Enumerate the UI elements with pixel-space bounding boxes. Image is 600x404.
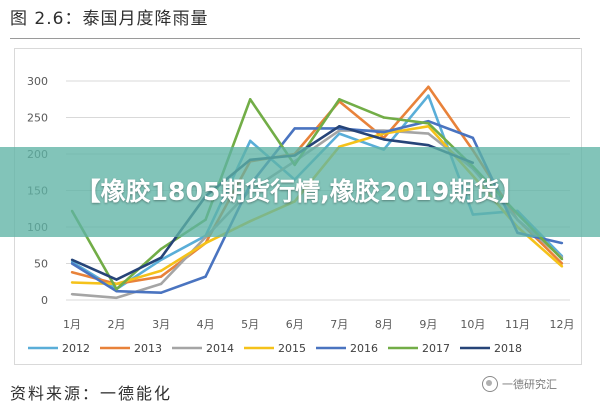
x-axis-ticks: 1月 2月 3月 4月 5月 6月 7月 8月 9月 10月 11月 12月 <box>63 318 575 331</box>
data-point-2018 <box>382 138 386 141</box>
data-point-2016 <box>427 119 430 123</box>
article-banner: 【橡胶1805期货行情,橡胶2019期货】 <box>0 147 600 237</box>
data-point-2015 <box>427 125 430 128</box>
data-point-2012 <box>427 94 430 97</box>
data-point-2017 <box>159 247 163 251</box>
data-point-2016 <box>560 241 564 245</box>
legend-label: 2013 <box>134 342 162 355</box>
data-point-2017 <box>382 116 386 119</box>
x-tick-label: 2月 <box>108 318 126 331</box>
y-tick-label: 0 <box>41 294 48 307</box>
data-point-2016 <box>382 130 386 134</box>
data-point-2017 <box>115 287 118 291</box>
watermark-text: 一德研究汇 <box>502 378 557 391</box>
data-point-2018 <box>70 258 74 262</box>
data-point-2012 <box>248 139 252 143</box>
data-point-2018 <box>427 144 430 147</box>
banner-title: 【橡胶1805期货行情,橡胶2019期货】 <box>75 177 525 206</box>
y-tick-label: 50 <box>34 258 48 271</box>
figure-title: 图 2.6：泰国月度降雨量 <box>10 9 209 29</box>
data-point-2014 <box>427 132 430 135</box>
x-tick-label: 12月 <box>550 318 575 331</box>
data-point-2016 <box>204 275 207 278</box>
data-point-2017 <box>248 98 252 101</box>
x-tick-label: 1月 <box>63 318 81 331</box>
y-tick-label: 300 <box>27 75 48 88</box>
data-point-2017 <box>427 122 430 125</box>
data-point-2014 <box>338 129 341 132</box>
data-point-2015 <box>560 265 564 268</box>
x-tick-label: 10月 <box>460 318 485 331</box>
data-point-2014 <box>70 292 74 296</box>
x-tick-label: 8月 <box>375 318 393 331</box>
data-point-2016 <box>70 262 74 265</box>
legend-label: 2014 <box>206 342 234 355</box>
data-point-2018 <box>338 125 341 128</box>
source-note: 资料来源：一德能化 <box>10 384 173 403</box>
legend-label: 2017 <box>422 342 450 355</box>
x-tick-label: 4月 <box>197 318 215 331</box>
x-tick-label: 11月 <box>505 318 530 331</box>
legend: 2012 2013 2014 2015 2016 2017 2018 <box>28 342 522 355</box>
data-point-2016 <box>159 291 163 294</box>
data-point-2013 <box>427 85 430 89</box>
x-tick-label: 7月 <box>330 318 348 331</box>
data-point-2017 <box>338 98 341 101</box>
data-point-2013 <box>560 262 564 265</box>
data-point-2012 <box>338 132 341 135</box>
data-point-2014 <box>115 296 118 300</box>
x-tick-label: 6月 <box>286 318 304 331</box>
data-point-2018 <box>115 278 118 281</box>
data-point-2016 <box>293 127 296 130</box>
data-point-2016 <box>471 136 475 140</box>
x-tick-label: 5月 <box>241 318 259 331</box>
x-tick-label: 3月 <box>152 318 170 331</box>
data-point-2015 <box>115 282 118 286</box>
data-point-2013 <box>159 275 163 278</box>
y-tick-label: 250 <box>27 112 48 125</box>
data-point-2016 <box>115 290 118 293</box>
data-point-2015 <box>70 281 74 284</box>
watermark: 一德研究汇 <box>482 376 557 392</box>
data-point-2015 <box>159 269 163 272</box>
data-point-2013 <box>70 271 74 274</box>
legend-label: 2015 <box>278 342 306 355</box>
data-point-2014 <box>159 282 163 286</box>
legend-label: 2016 <box>350 342 378 355</box>
legend-label: 2018 <box>494 342 522 355</box>
data-point-2018 <box>159 256 163 259</box>
wechat-icon <box>482 376 498 392</box>
data-point-2017 <box>560 257 564 261</box>
legend-label: 2012 <box>62 342 90 355</box>
x-tick-label: 9月 <box>419 318 437 331</box>
data-point-2015 <box>204 241 207 245</box>
title-divider <box>10 38 580 39</box>
